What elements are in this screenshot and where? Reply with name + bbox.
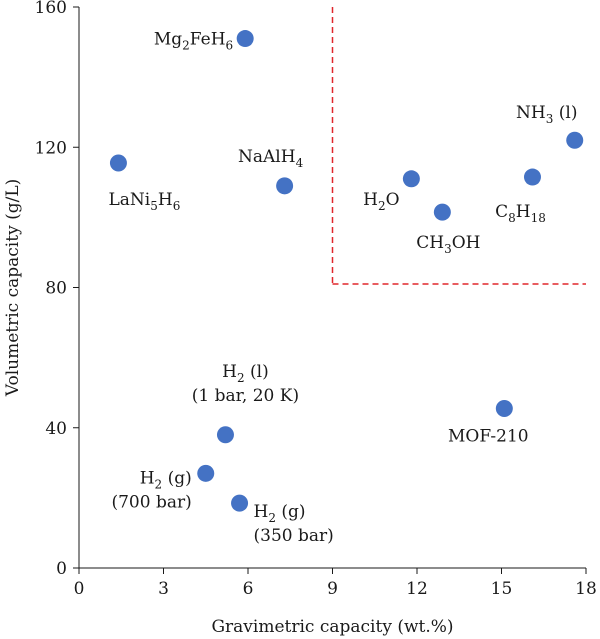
point-label-3: H2O <box>363 190 399 213</box>
x-tick-label-5: 15 <box>491 579 513 599</box>
x-axis-label: Gravimetric capacity (wt.%) <box>211 617 453 637</box>
point-label-5-part-0: C <box>495 202 508 222</box>
point-label-0-part-1: 2 <box>182 39 190 53</box>
data-point-8 <box>216 426 234 444</box>
point-label-10-part-2: (g) <box>276 502 306 522</box>
data-point-7 <box>495 399 513 417</box>
point-label-2-part-0: NaAlH <box>238 147 296 167</box>
point-label-5-part-2: H <box>516 202 531 222</box>
point-label-10-part-1: 2 <box>268 511 276 525</box>
point-label-0-part-3: 6 <box>226 39 234 53</box>
point-label-7: MOF-210 <box>448 426 529 446</box>
point-label-9-part-0: H <box>140 468 155 488</box>
data-point-1 <box>109 154 127 172</box>
point-label-1-part-3: 6 <box>173 199 181 213</box>
x-axis-ticks: 0 3 6 9 12 15 18 <box>74 568 597 599</box>
x-tick-label-0: 0 <box>74 579 85 599</box>
y-tick-label-3: 120 <box>35 138 67 158</box>
data-point-9 <box>197 464 215 482</box>
point-label-1-part-2: H <box>158 190 173 210</box>
y-tick-label-1: 40 <box>45 419 67 439</box>
point-label-8-part-0: H <box>222 362 237 382</box>
y-tick-label-0: 0 <box>56 559 67 579</box>
point-label-0-part-2: FeH <box>190 30 226 50</box>
point-label-5-part-1: 8 <box>508 211 516 225</box>
point-label-8: H2 (l) <box>222 362 269 385</box>
x-tick-label-3: 9 <box>327 579 338 599</box>
point-label-10: H2 (g) <box>254 502 306 525</box>
data-point-2 <box>276 177 294 195</box>
x-tick-label-4: 12 <box>406 579 428 599</box>
point-label-5: C8H18 <box>495 202 546 225</box>
data-point-10 <box>231 494 249 512</box>
y-axis-label: Volumetric capacity (g/L) <box>3 179 23 397</box>
data-points <box>109 30 584 512</box>
point-label-3-part-1: 2 <box>378 199 386 213</box>
point-label-4-part-2: OH <box>452 233 481 253</box>
point-label-1-part-0: LaNi <box>109 190 151 210</box>
y-axis-ticks: 0 40 80 120 160 <box>35 0 79 579</box>
point-label-6-part-1: 3 <box>546 112 554 126</box>
point-label-0-part-0: Mg <box>154 30 182 50</box>
point-label-1: LaNi5H6 <box>109 190 181 213</box>
x-tick-label-2: 6 <box>243 579 254 599</box>
point-label-8-line2: (1 bar, 20 K) <box>192 386 299 406</box>
point-label-0: Mg2FeH6 <box>154 30 233 53</box>
data-point-5 <box>523 168 541 186</box>
data-point-0 <box>236 30 254 48</box>
target-region <box>331 7 586 285</box>
data-point-4 <box>433 203 451 221</box>
point-label-3-part-2: O <box>386 190 400 210</box>
point-label-4-part-1: 3 <box>444 242 452 256</box>
point-label-6: NH3 (l) <box>516 103 577 126</box>
point-label-2: NaAlH4 <box>238 147 304 170</box>
point-label-3-part-0: H <box>363 190 378 210</box>
point-label-1-part-1: 5 <box>150 199 158 213</box>
point-label-10-part-0: H <box>254 502 269 522</box>
point-label-6-part-2: (l) <box>553 103 577 123</box>
point-label-9-part-2: (g) <box>162 468 192 488</box>
point-label-6-part-0: NH <box>516 103 546 123</box>
point-label-2-part-1: 4 <box>296 156 304 170</box>
y-tick-label-2: 80 <box>45 279 67 299</box>
point-label-10-line2: (350 bar) <box>254 526 334 546</box>
point-label-5-part-3: 18 <box>531 211 546 225</box>
point-label-9: H2 (g) <box>140 468 192 491</box>
point-label-7-part-0: MOF-210 <box>448 426 529 446</box>
x-tick-label-6: 18 <box>575 579 597 599</box>
x-tick-label-1: 3 <box>158 579 169 599</box>
point-label-9-line2: (700 bar) <box>111 492 191 512</box>
point-label-8-part-2: (l) <box>245 362 269 382</box>
y-tick-label-4: 160 <box>35 0 67 18</box>
point-label-4-part-0: CH <box>416 233 444 253</box>
point-label-4: CH3OH <box>416 233 480 256</box>
point-label-8-part-1: 2 <box>237 371 245 385</box>
data-point-3 <box>402 170 420 188</box>
data-point-6 <box>566 131 584 149</box>
point-label-9-part-1: 2 <box>155 477 163 491</box>
